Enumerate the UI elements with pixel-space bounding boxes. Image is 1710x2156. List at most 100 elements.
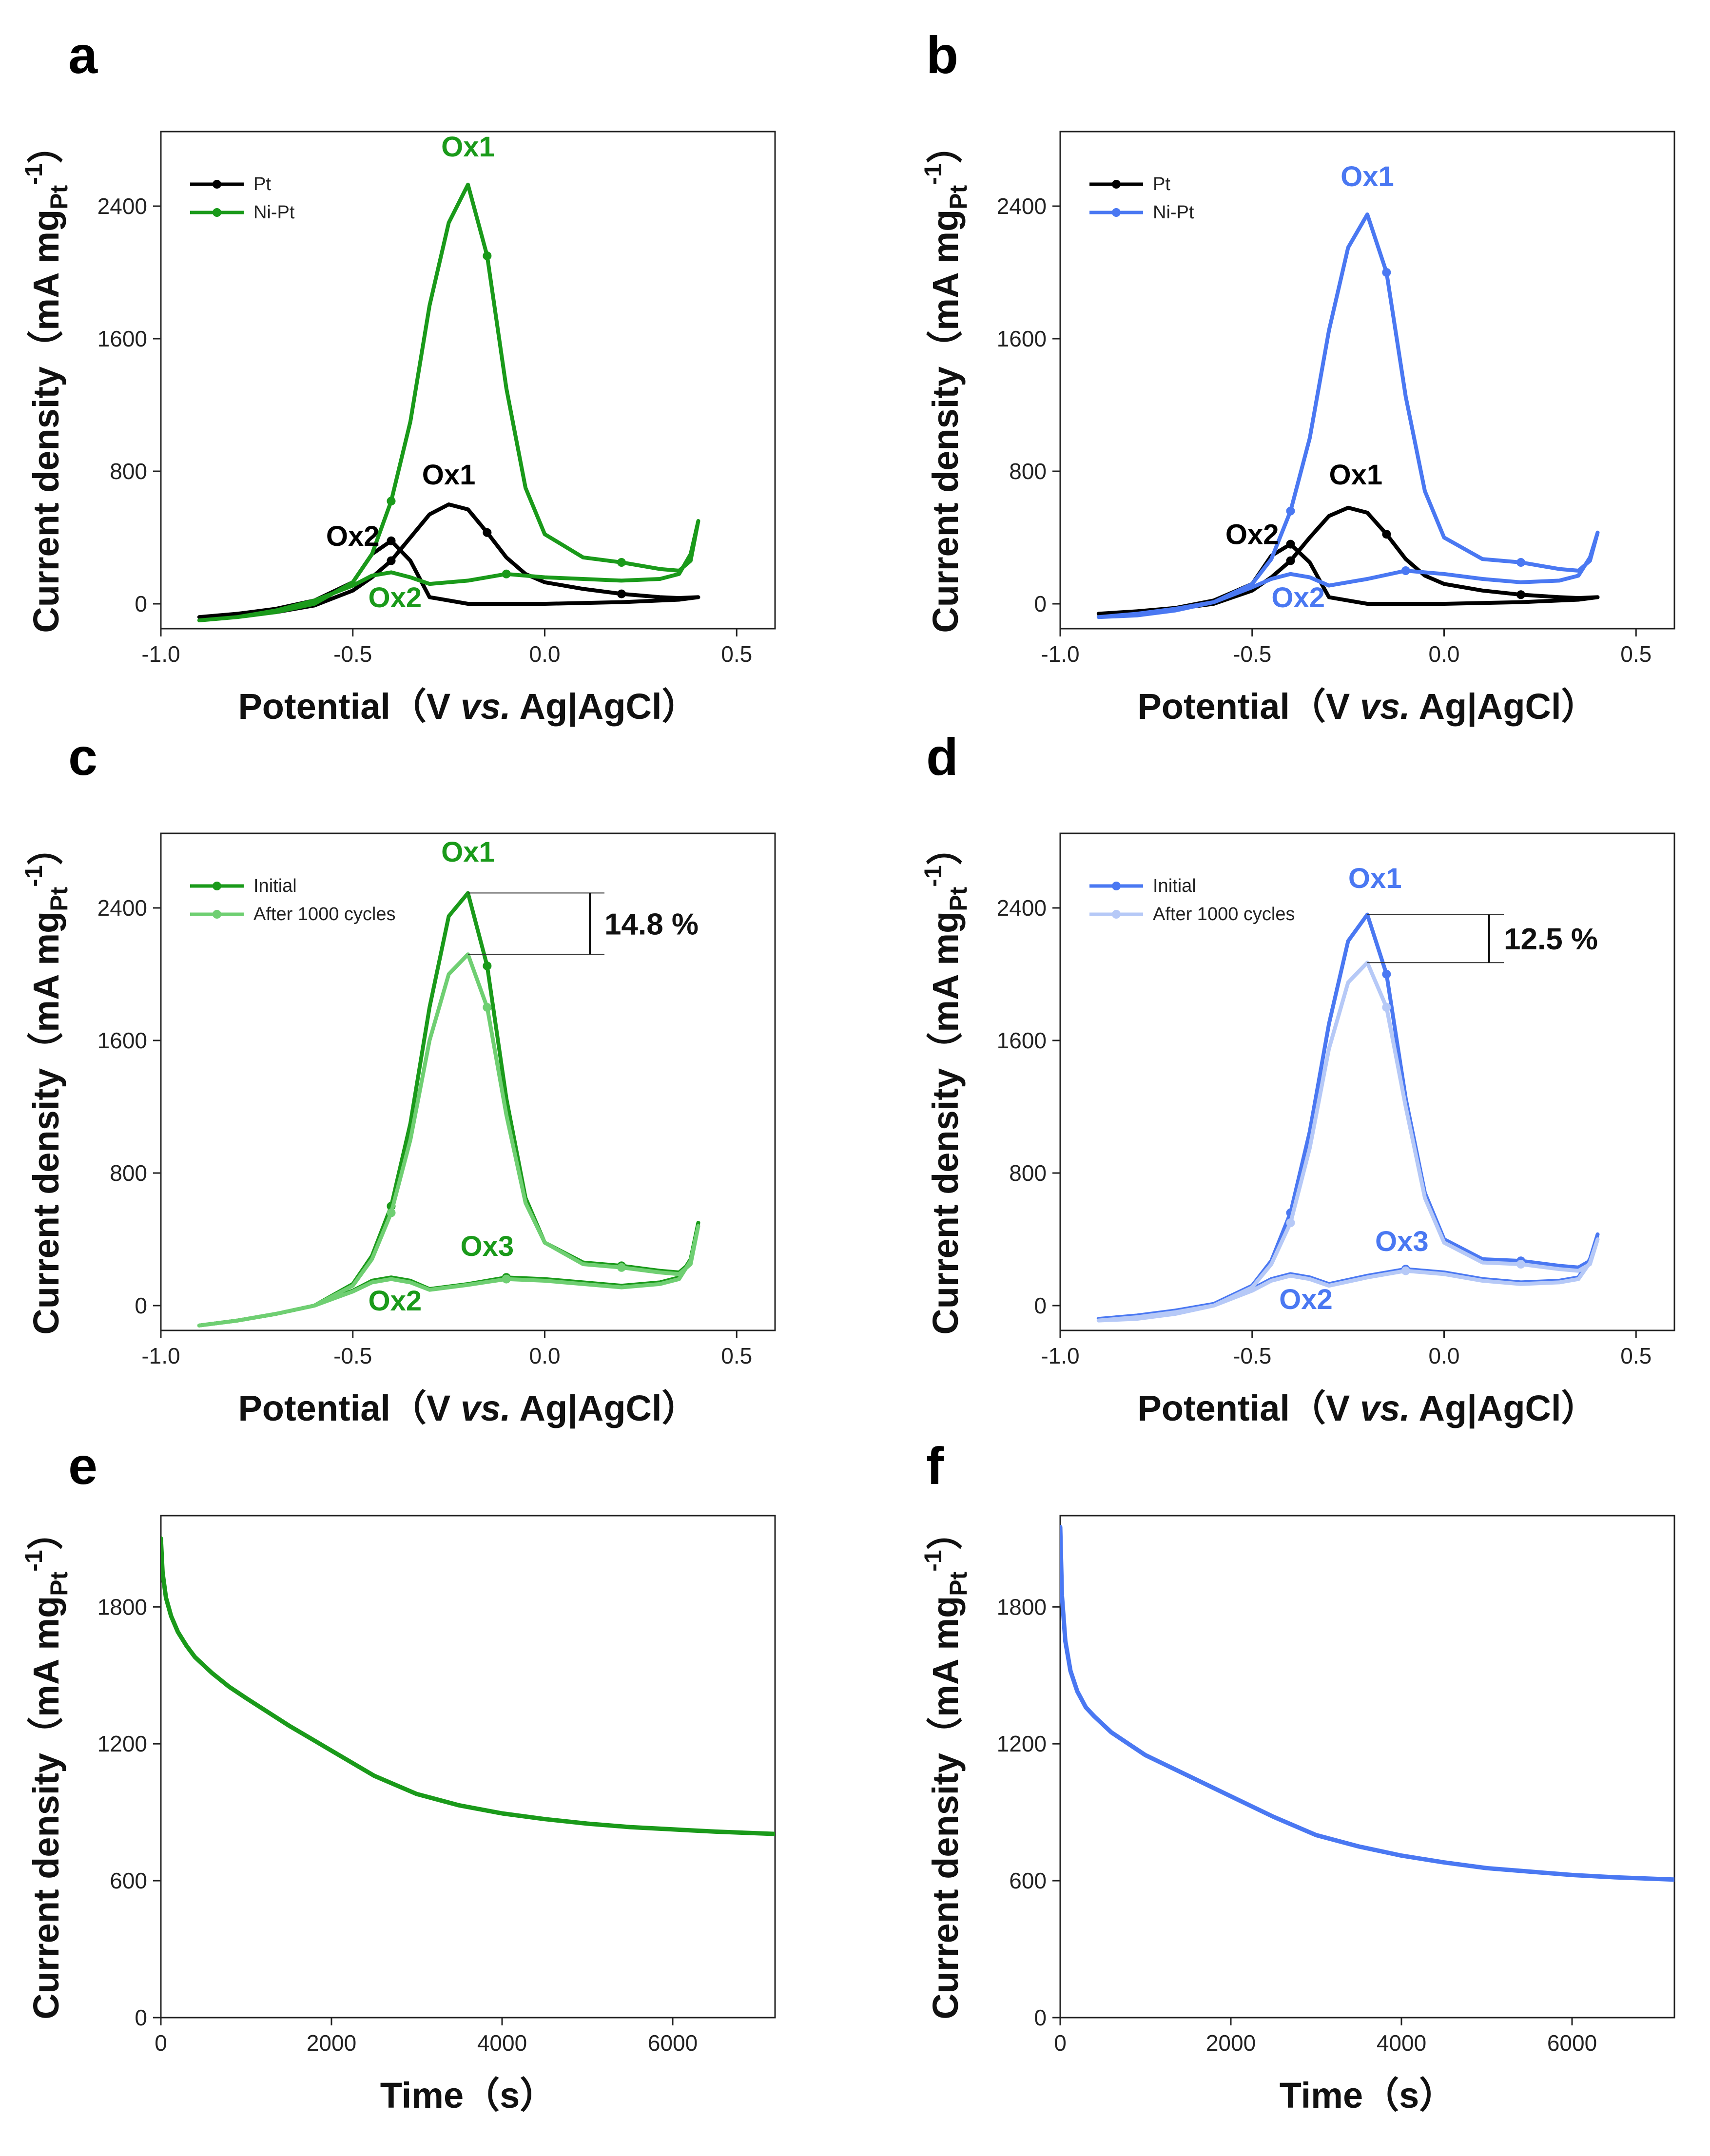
peak-annotation: Ox1 [441, 836, 495, 868]
legend-marker [213, 882, 221, 890]
x-tick-label: 6000 [648, 2030, 698, 2056]
y-tick-label: 0 [1034, 2005, 1047, 2030]
series-line-pt [197, 502, 700, 619]
panel-c: c -1.0 -0.5 0.0 0.5 0 800 1600 2400 Potential（V v… [20, 727, 776, 1429]
series-point [617, 589, 626, 598]
legend-label: Ni-Pt [1153, 202, 1194, 223]
y-axis-label: Current density（mA mgPt-1） [20, 127, 73, 633]
x-tick-label: 0.5 [721, 1343, 752, 1368]
series-point [483, 251, 492, 260]
series-point [387, 1208, 396, 1217]
plot-frame [160, 131, 776, 630]
series-point [1516, 558, 1525, 567]
series-point [502, 1274, 511, 1284]
y-axis-label: Current density（mA mgPt-1） [919, 1514, 972, 2019]
plot-frame [1059, 832, 1675, 1331]
peak-annotation: Ox2 [326, 520, 380, 552]
y-tick-label: 2400 [97, 193, 147, 219]
peak-annotation: Ox2 [1279, 1284, 1333, 1315]
decay-percentage: 14.8 % [604, 907, 699, 941]
y-tick-label: 800 [1009, 1160, 1047, 1186]
y-axis-label: Current density（mA mgPt-1） [919, 127, 972, 633]
y-axis-label: Current density（mA mgPt-1） [20, 829, 73, 1334]
y-tick-label: 1200 [97, 1731, 147, 1756]
x-axis-label: Potential（V vs. Ag|AgCl） [1137, 1388, 1597, 1429]
peak-annotation: Ox1 [441, 131, 495, 163]
series-point [387, 497, 396, 506]
series-point [1516, 590, 1525, 599]
series-line-i-t [161, 1536, 775, 1836]
peak-annotation: Ox2 [369, 1285, 422, 1317]
y-tick-label: 800 [110, 459, 147, 484]
x-tick-label: 2000 [307, 2030, 356, 2056]
series-point [617, 1263, 626, 1272]
series-line-initial [197, 891, 700, 1328]
y-tick-label: 600 [1009, 1868, 1047, 1893]
x-tick-label: -1.0 [141, 1343, 180, 1368]
series-point [1382, 970, 1391, 979]
panel-a: a -1.0 -0.5 0.0 0.5 0 800 1600 2400 Potential（V v… [20, 25, 776, 727]
peak-annotation: Ox1 [422, 459, 476, 491]
y-tick-label: 1600 [997, 326, 1047, 351]
legend-label: After 1000 cycles [253, 904, 395, 924]
y-tick-label: 800 [110, 1160, 147, 1186]
peak-annotation: Ox2 [1271, 582, 1325, 614]
legend-label: Pt [1153, 174, 1170, 194]
peak-annotation: Ox1 [1329, 459, 1383, 491]
series-point [617, 558, 626, 567]
panel-letter-e: e [68, 1436, 97, 1495]
peak-annotation: Ox1 [1348, 863, 1402, 894]
y-tick-label: 1600 [97, 1028, 147, 1053]
panel-letter-f: f [926, 1436, 944, 1495]
plot-frame [160, 832, 776, 1331]
decay-percentage: 12.5 % [1504, 923, 1598, 956]
y-tick-label: 1600 [97, 326, 147, 351]
panel-e: e 0 2000 4000 6000 0 600 1200 1800 Time（s） Current… [20, 1436, 776, 2116]
y-axis-label: Current density（mA mgPt-1） [919, 829, 972, 1334]
x-tick-label: -0.5 [333, 641, 372, 667]
series-point [387, 556, 396, 565]
series-point [1382, 1003, 1391, 1012]
panel-letter-b: b [926, 25, 958, 84]
x-tick-label: 4000 [477, 2030, 527, 2056]
series-point [502, 569, 511, 578]
x-axis-label: Potential（V vs. Ag|AgCl） [238, 686, 698, 727]
x-tick-label: -0.5 [333, 1343, 372, 1368]
plot-frame [1059, 1515, 1675, 2019]
y-tick-label: 0 [1034, 1293, 1047, 1318]
peak-annotation: Ox1 [1341, 161, 1394, 192]
series-line-pt [1096, 505, 1600, 616]
x-tick-label: -1.0 [1041, 641, 1079, 667]
panel-letter-d: d [926, 727, 958, 786]
y-tick-label: 0 [135, 2005, 147, 2030]
legend-label: After 1000 cycles [1153, 904, 1295, 924]
series-point [1286, 1218, 1295, 1227]
peak-annotation: Ox3 [1375, 1226, 1429, 1257]
panel-f: f 0 2000 4000 6000 0 600 1200 1800 Time（s） Current… [919, 1436, 1675, 2116]
y-tick-label: 2400 [997, 193, 1047, 219]
series-point [387, 536, 396, 545]
x-tick-label: -1.0 [1041, 1343, 1079, 1368]
series-point [1401, 566, 1410, 575]
legend-marker [213, 208, 221, 217]
y-tick-label: 1600 [997, 1028, 1047, 1053]
legend-marker [1112, 208, 1121, 217]
series-line-after-1000-cycles [1096, 961, 1600, 1323]
y-tick-label: 1800 [997, 1594, 1047, 1619]
panel-letter-c: c [68, 727, 97, 786]
series-point [1286, 556, 1295, 565]
x-axis-label: Potential（V vs. Ag|AgCl） [238, 1388, 698, 1429]
legend-label: Pt [253, 174, 271, 194]
x-tick-label: 0.0 [1429, 1343, 1460, 1368]
series-point [1382, 268, 1391, 277]
x-axis-label: Time（s） [380, 2075, 556, 2116]
series-point [1286, 506, 1295, 516]
series-point [1286, 539, 1295, 549]
x-tick-label: 0.0 [529, 641, 561, 667]
series-point [483, 528, 492, 537]
y-axis-label: Current density（mA mgPt-1） [20, 1514, 73, 2019]
x-tick-label: 0.5 [721, 641, 752, 667]
panel-b: b -1.0 -0.5 0.0 0.5 0 800 1600 2400 Potential（V v… [919, 25, 1675, 727]
series-point [483, 962, 492, 970]
